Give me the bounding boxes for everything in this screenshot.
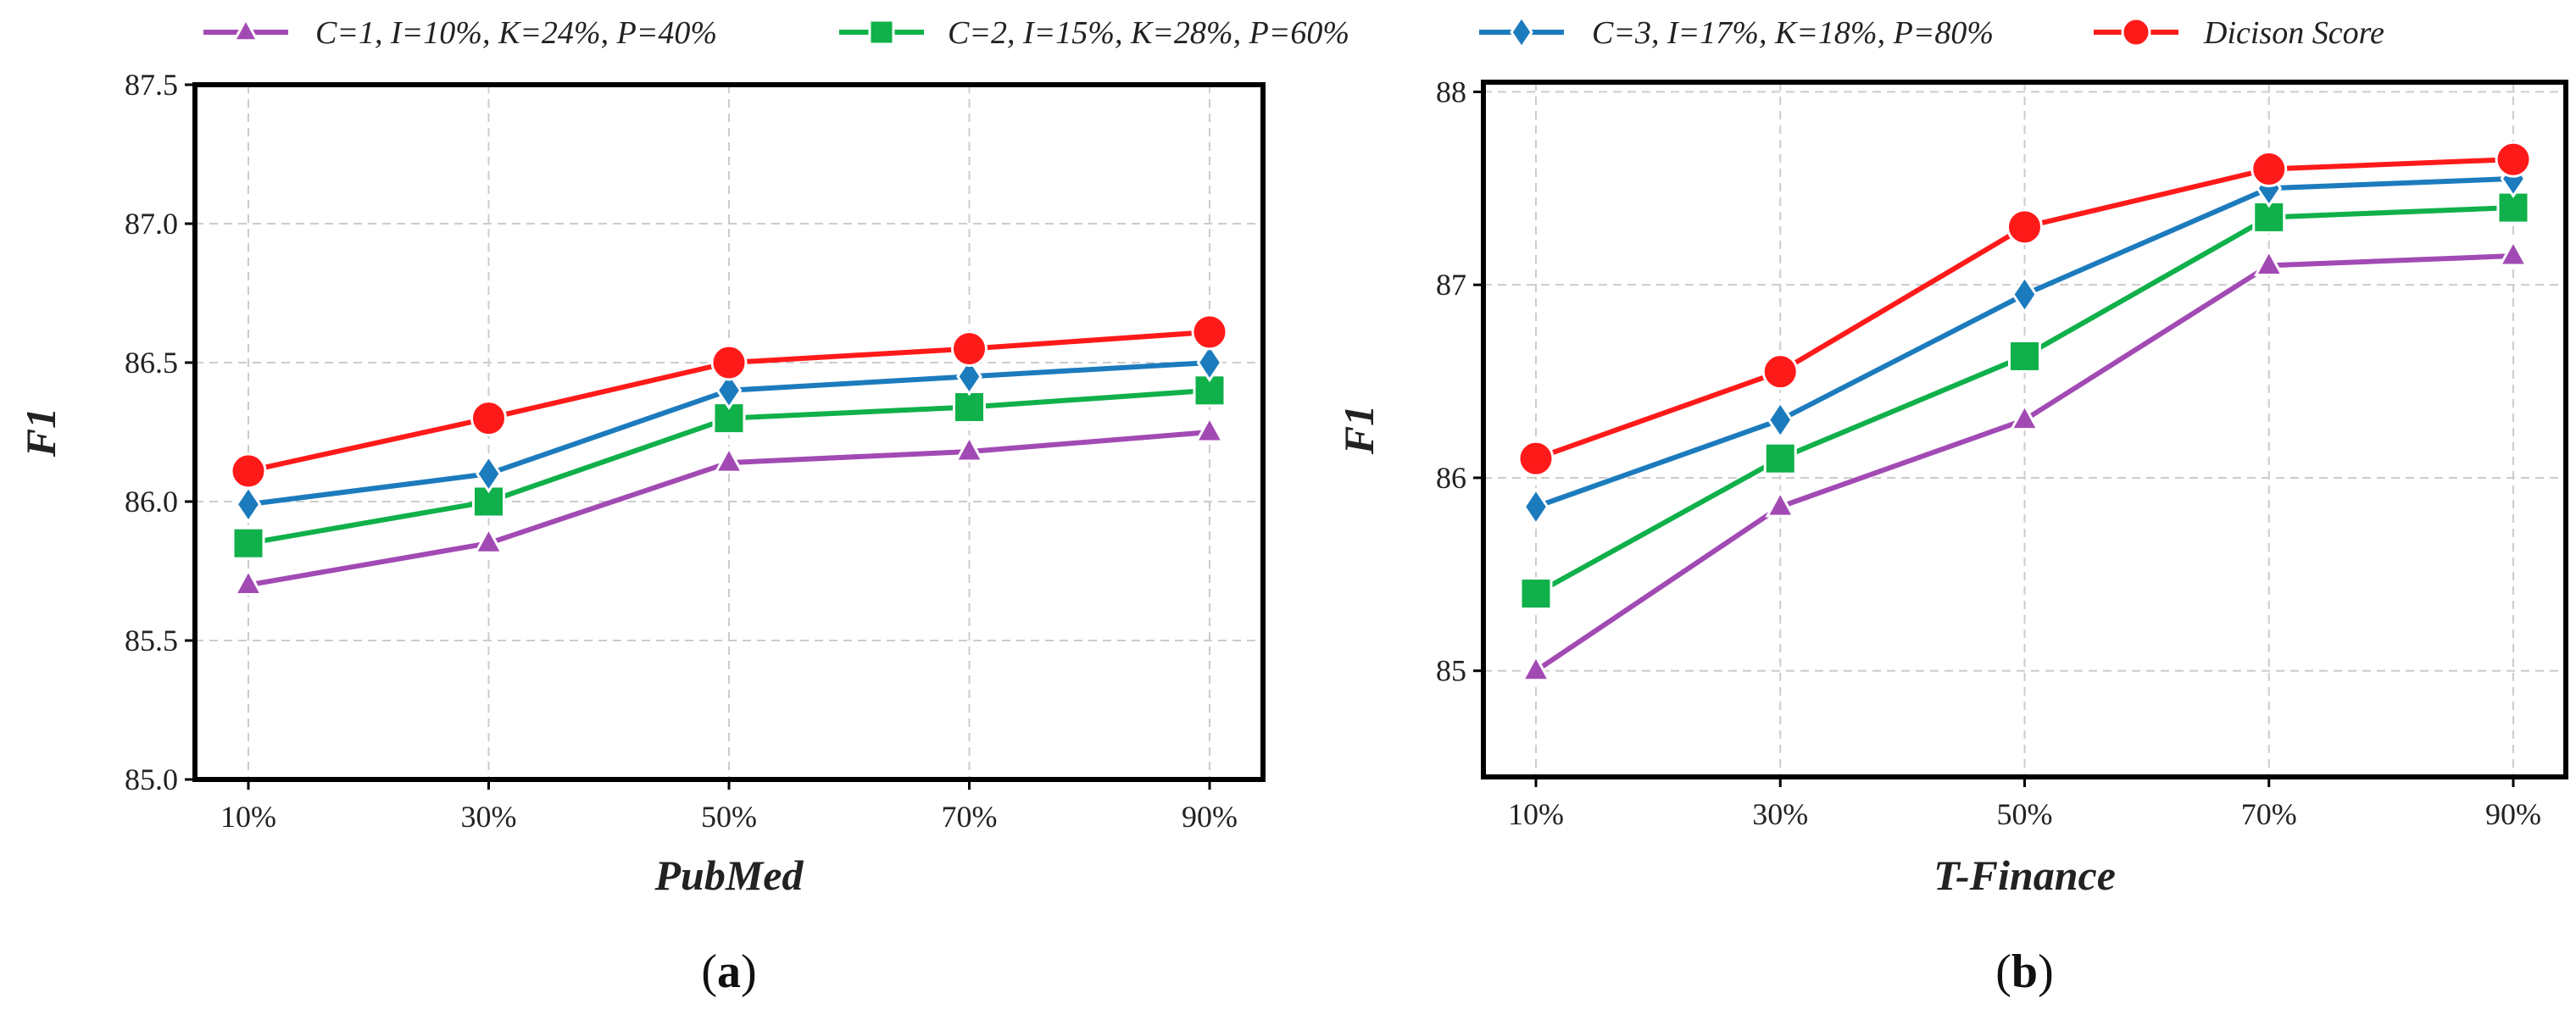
x-axis-label: PubMed <box>654 851 804 899</box>
panel-label: (a) <box>701 946 756 998</box>
data-point-series-1 <box>954 434 985 463</box>
data-point-series-4 <box>230 452 267 490</box>
data-point-series-3 <box>476 454 502 494</box>
data-point-series-1 <box>233 568 264 596</box>
chart-panel-a: 85.0 85.5 86.0 86.5 87.0 87.5 10% 30% 50% 70% 90% P… <box>17 68 1266 998</box>
legend-label-4: Dicison Score <box>2203 15 2384 51</box>
data-point-series-4 <box>2495 141 2532 178</box>
data-point-series-1 <box>1194 414 1225 443</box>
data-point-series-3 <box>2011 275 2038 314</box>
legend-label-1: C=1, I=10%, K=24%, P=40% <box>315 15 717 51</box>
y-tick-label: 86 <box>1436 461 1466 495</box>
x-tick-label: 30% <box>1752 797 1808 831</box>
legend: C=1, I=10%, K=24%, P=40% C=2, I=15%, K=28… <box>203 14 2384 51</box>
data-point-series-1 <box>714 445 744 474</box>
data-point-series-4 <box>470 400 507 437</box>
data-point-series-4 <box>1517 440 1555 477</box>
legend-label-3: C=3, I=17%, K=18%, P=80% <box>1592 15 1994 51</box>
data-point-series-4 <box>1761 353 1799 391</box>
data-point-series-4 <box>1191 313 1228 351</box>
x-tick-label: 50% <box>701 800 757 834</box>
legend-marker-square-icon <box>868 19 895 46</box>
chart-panel-b: 85 86 87 88 10% 30% 50% 70% 90% T-Finance F1 (b) <box>1335 75 2568 998</box>
data-point-series-3 <box>715 370 743 410</box>
data-point-series-2 <box>1519 577 1553 611</box>
y-tick-label: 87.5 <box>125 68 178 102</box>
y-tick-label: 87.0 <box>125 207 178 241</box>
legend-marker-triangle-icon <box>231 16 260 42</box>
data-point-series-1 <box>473 526 504 554</box>
y-tick-label: 88 <box>1436 75 1466 108</box>
panel-label: (b) <box>1995 946 2053 998</box>
data-point-series-1 <box>2498 238 2529 267</box>
x-tick-label: 10% <box>1508 797 1564 831</box>
legend-marker-circle-icon <box>2121 17 2151 47</box>
data-point-series-4 <box>2006 208 2043 246</box>
data-point-series-2 <box>2008 339 2041 373</box>
data-point-series-4 <box>710 344 748 381</box>
x-axis-label: T-Finance <box>1933 851 2116 899</box>
y-tick-label: 86.0 <box>125 485 178 519</box>
data-point-series-2 <box>953 390 986 424</box>
x-tick-label: 90% <box>2485 797 2541 831</box>
data-point-series-4 <box>951 330 988 368</box>
x-tick-label: 70% <box>2241 797 2297 831</box>
x-tick-label: 50% <box>1997 797 2053 831</box>
data-point-series-1 <box>1521 653 1551 682</box>
x-tick-label: 30% <box>461 800 517 834</box>
y-tick-label: 85 <box>1436 654 1466 688</box>
legend-label-2: C=2, I=15%, K=28%, P=60% <box>948 15 1349 51</box>
data-point-series-4 <box>2251 151 2288 187</box>
x-tick-label: 90% <box>1182 800 1238 834</box>
x-tick-label: 10% <box>220 800 276 834</box>
y-tick-label: 85.0 <box>125 763 178 796</box>
data-point-series-3 <box>956 357 982 397</box>
data-point-series-3 <box>1196 342 1223 383</box>
x-tick-label: 70% <box>942 800 998 834</box>
data-point-series-1 <box>1765 489 1796 518</box>
y-axis-label: F1 <box>1335 405 1383 455</box>
data-point-series-2 <box>231 526 265 560</box>
data-point-series-1 <box>2253 248 2284 276</box>
data-point-series-3 <box>235 485 262 524</box>
y-axis-label: F1 <box>17 408 64 458</box>
y-tick-label: 85.5 <box>125 624 178 657</box>
y-tick-label: 86.5 <box>125 346 178 380</box>
data-point-series-3 <box>1766 400 1794 440</box>
data-point-series-3 <box>1522 487 1549 527</box>
legend-marker-diamond-icon <box>1510 14 1533 50</box>
y-tick-label: 87 <box>1436 268 1466 302</box>
data-point-series-1 <box>2009 402 2040 431</box>
data-point-series-2 <box>1763 441 1797 475</box>
